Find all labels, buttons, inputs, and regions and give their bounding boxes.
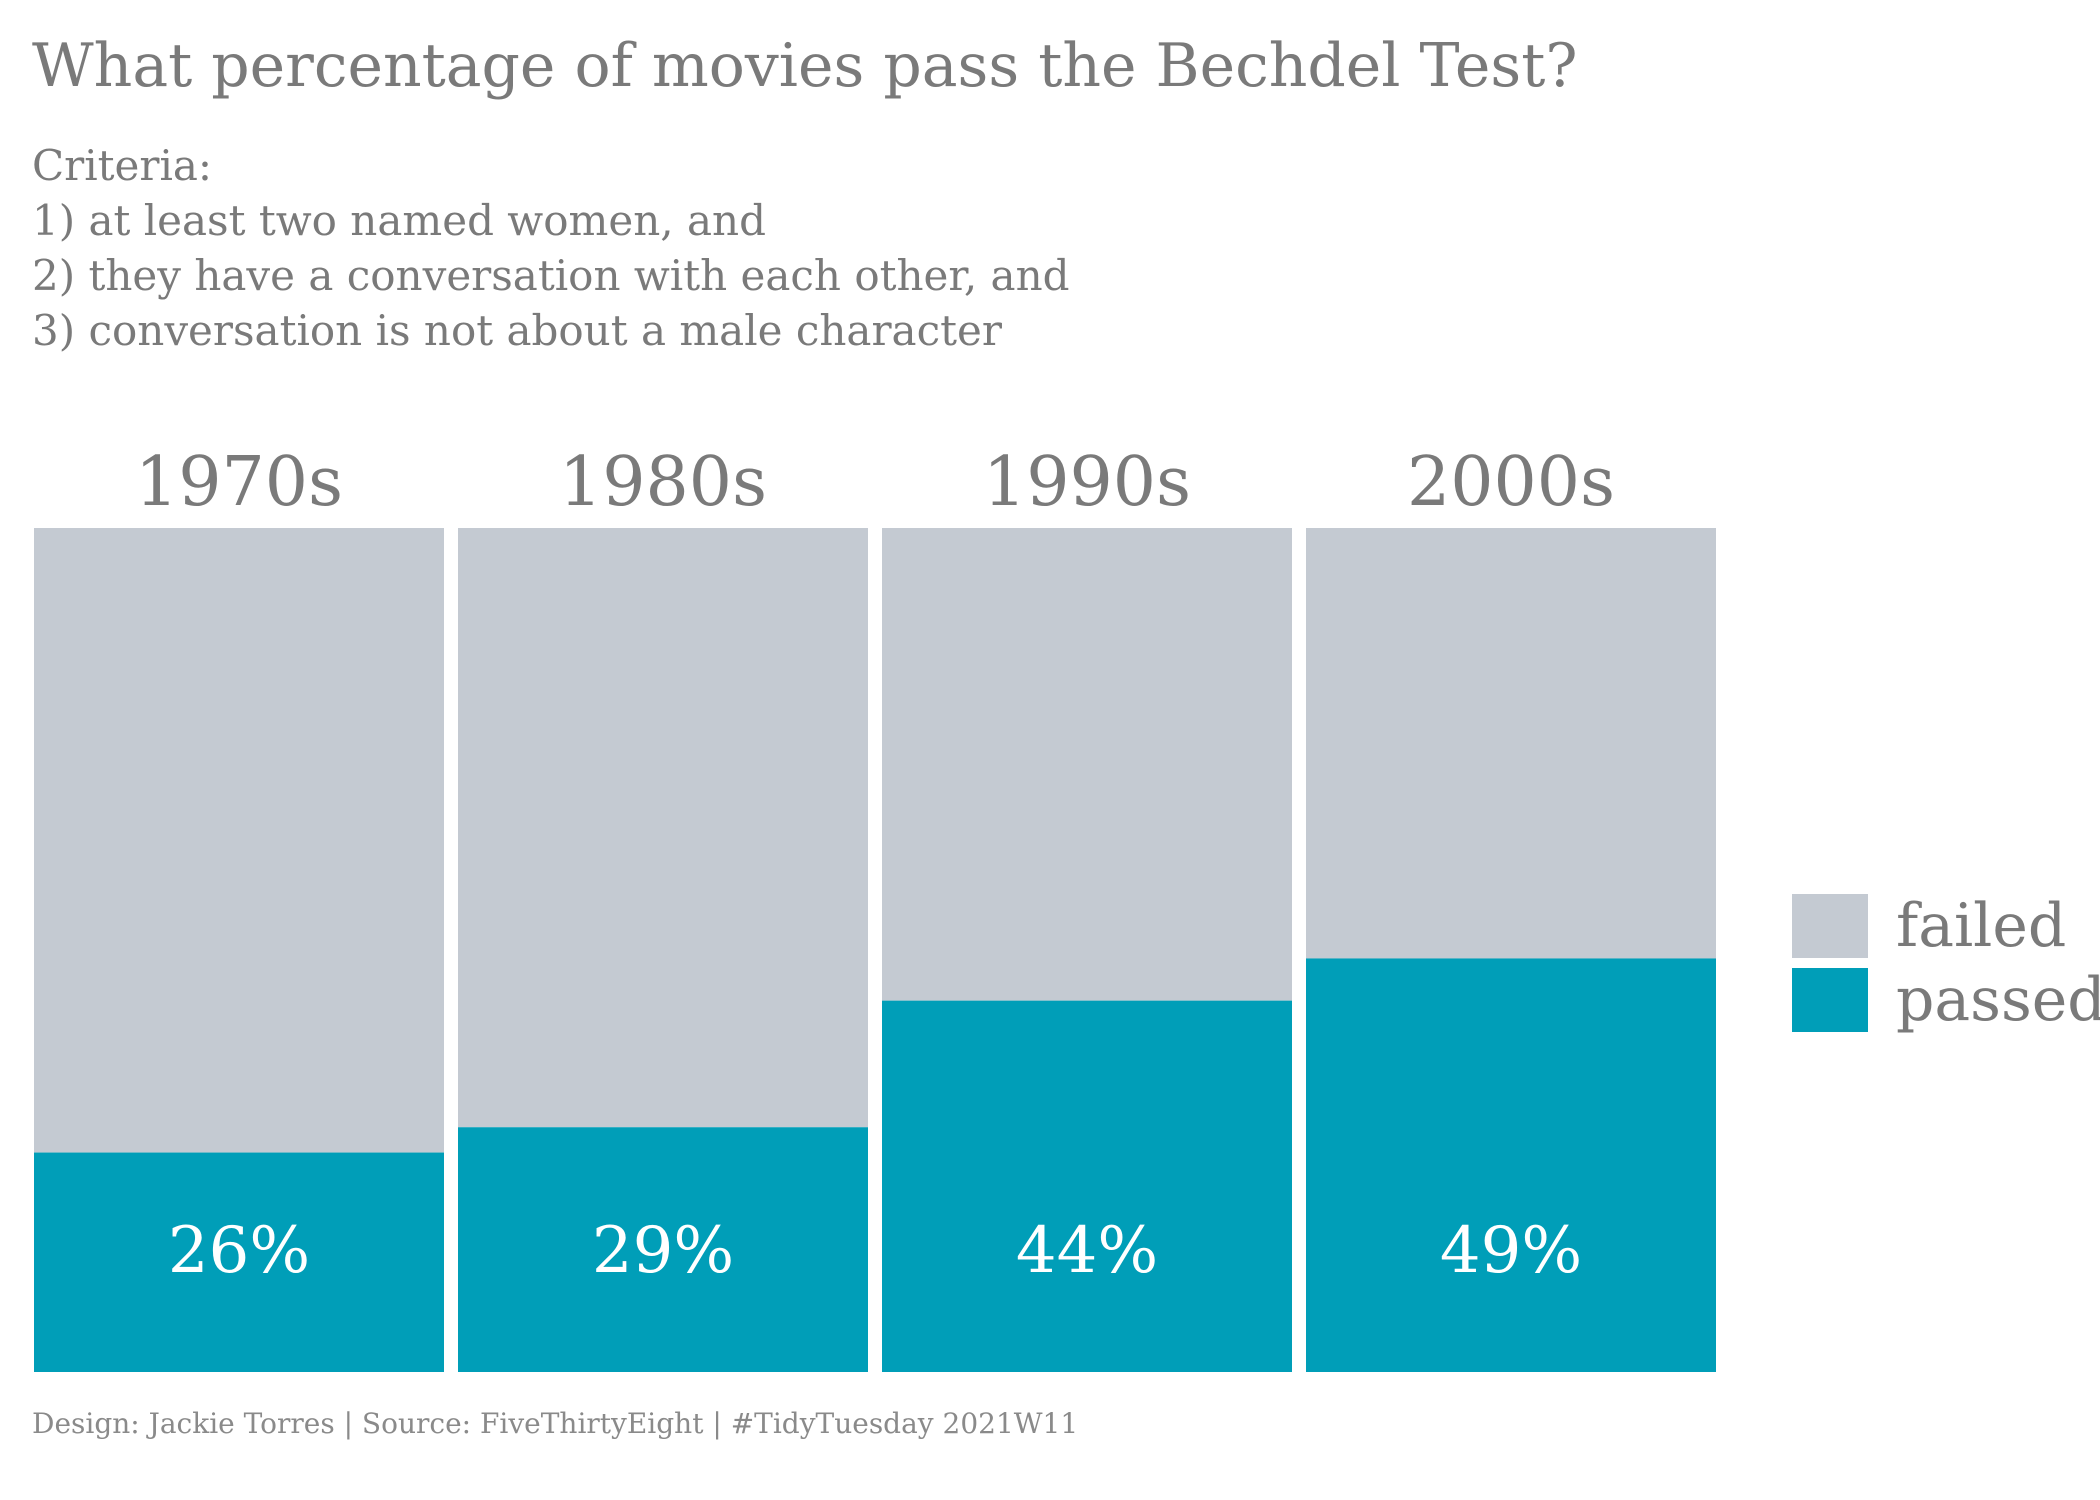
bar-passed-2000s (1306, 958, 1716, 1372)
bar-failed-1980s (458, 528, 868, 1128)
subtitle-line-criteria: Criteria: (32, 141, 213, 190)
legend-swatch-failed (1790, 892, 1870, 960)
chart-title: What percentage of movies pass the Bechd… (32, 31, 1578, 101)
legend-swatch-passed (1790, 966, 1870, 1034)
data-label-1970s: 26% (168, 1214, 310, 1288)
subtitle-line-2: 2) they have a conversation with each ot… (32, 251, 1070, 300)
bar-passed-1980s (458, 1127, 868, 1372)
chart-subtitle: Criteria: 1) at least two named women, a… (32, 138, 1070, 358)
bar-failed-2000s (1306, 528, 1716, 959)
bar-failed-1970s (34, 528, 444, 1153)
legend-label-passed: passed (1896, 965, 2100, 1035)
bar-passed-1990s (882, 1000, 1292, 1372)
panel-label-1970s: 1970s (135, 443, 343, 522)
data-label-1980s: 29% (592, 1214, 734, 1288)
legend-label-failed: failed (1896, 891, 2067, 961)
subtitle-line-1: 1) at least two named women, and (32, 196, 766, 245)
panel-label-1990s: 1990s (983, 443, 1191, 522)
bar-passed-1970s (34, 1152, 444, 1372)
data-label-2000s: 49% (1440, 1214, 1582, 1288)
bar-failed-1990s (882, 528, 1292, 1001)
panel-label-2000s: 2000s (1407, 443, 1615, 522)
panel-label-1980s: 1980s (559, 443, 767, 522)
chart-caption: Design: Jackie Torres | Source: FiveThir… (32, 1407, 1079, 1440)
subtitle-line-3: 3) conversation is not about a male char… (32, 306, 1002, 355)
data-label-1990s: 44% (1016, 1214, 1158, 1288)
